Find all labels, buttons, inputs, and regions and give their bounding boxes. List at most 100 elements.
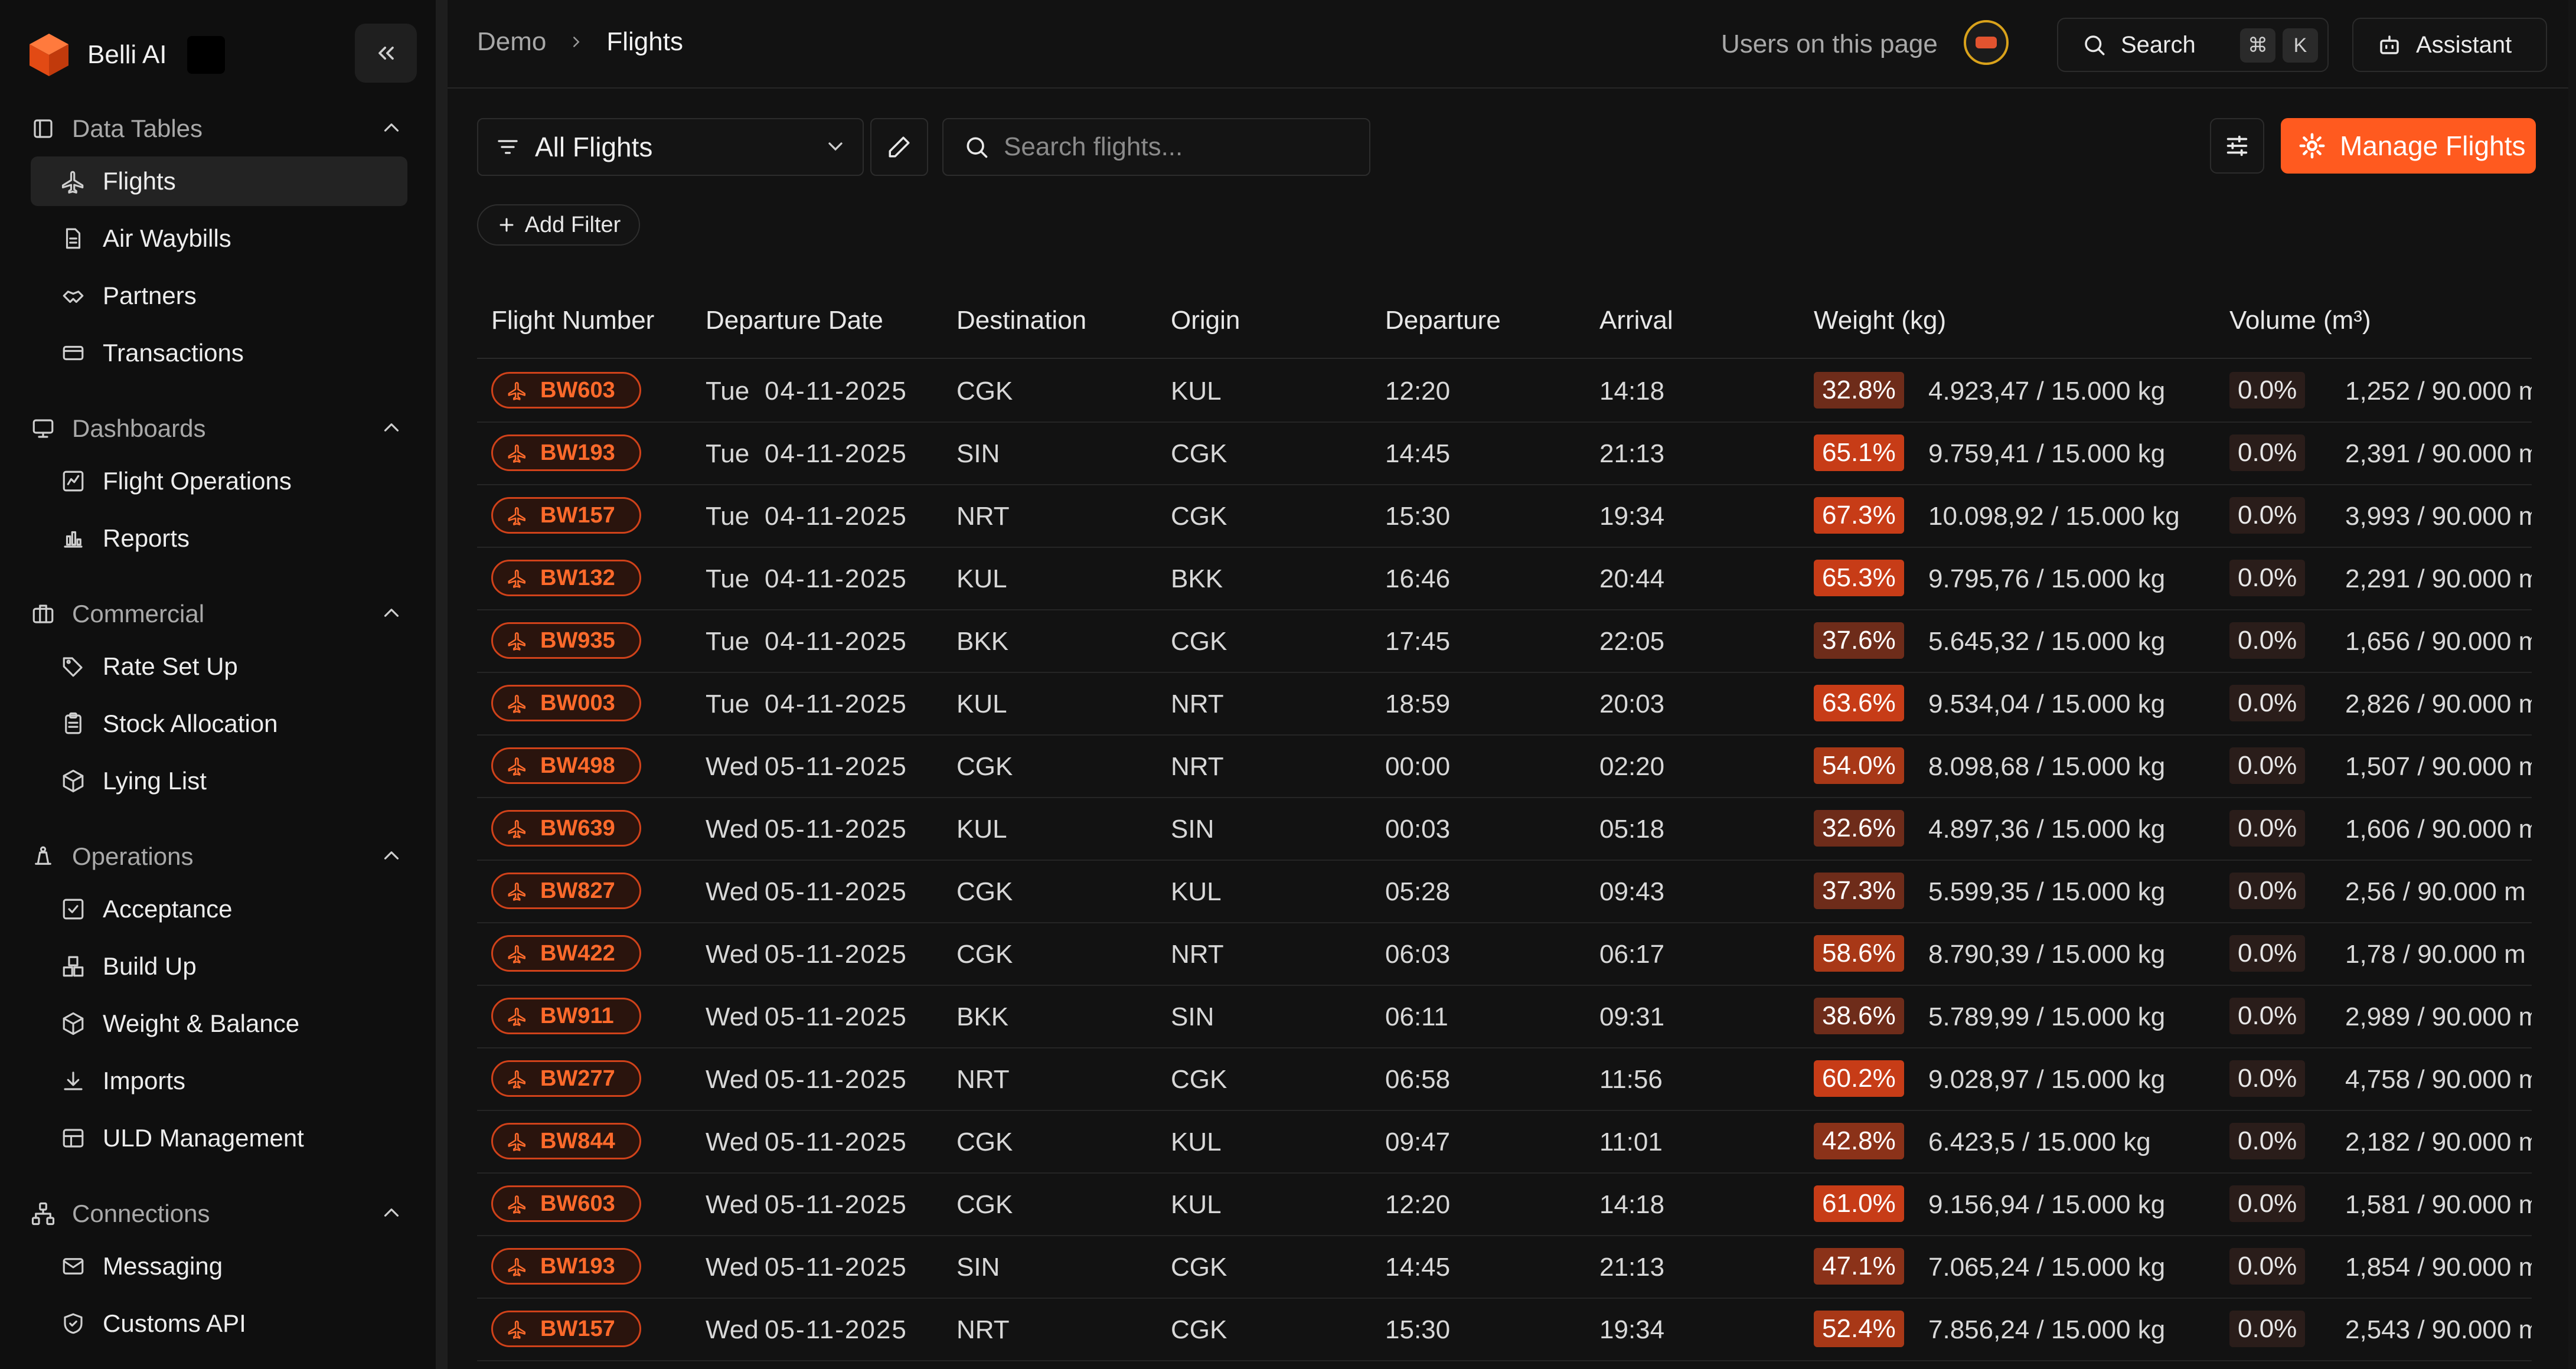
section-title: Dashboards [72, 414, 206, 442]
flight-number-badge[interactable]: BW003 [491, 685, 641, 721]
column-header[interactable]: Weight (kg) [1814, 306, 1947, 335]
destination: CGK [956, 377, 1013, 406]
table-row[interactable]: BW498 Wed 05-11-2025 CGK NRT 00:00 02:20 54.0% 8… [477, 734, 2532, 798]
flights-icon [61, 171, 84, 194]
sidebar-item-label: Lying List [103, 767, 207, 795]
sidebar-item-build-up[interactable]: Build Up [31, 942, 407, 991]
table-row[interactable]: BW132 Tue 04-11-2025 KUL BKK 16:46 20:44 65.3% 9… [477, 547, 2532, 610]
departure-time: 14:45 [1385, 1253, 1451, 1282]
sidebar-scrollbar[interactable] [436, 0, 448, 1369]
column-header[interactable]: Departure [1385, 306, 1501, 335]
flight-number-badge[interactable]: BW422 [491, 935, 641, 972]
flight-number-badge[interactable]: BW603 [491, 1185, 641, 1222]
sidebar-item-weight-and-balance[interactable]: Weight & Balance [31, 999, 407, 1048]
section-operations[interactable]: Operations [28, 836, 406, 877]
table-row[interactable]: BW193 Tue 04-11-2025 SIN CGK 14:45 21:13 65.1% 9… [477, 422, 2532, 485]
departure-date: 04-11-2025 [765, 439, 907, 468]
flight-search-input[interactable] [1003, 132, 1359, 162]
sidebar-item-messaging[interactable]: Messaging [31, 1241, 407, 1291]
sidebar-item-reports[interactable]: Reports [31, 514, 407, 563]
table-row[interactable]: BW603 Wed 05-11-2025 CGK KUL 12:20 14:18 61.0% 9… [477, 1172, 2532, 1236]
flight-number-badge[interactable]: BW844 [491, 1123, 641, 1159]
column-header[interactable]: Departure Date [706, 306, 883, 335]
flight-search-field[interactable] [942, 118, 1370, 176]
table-row[interactable]: BW003 Tue 04-11-2025 KUL NRT 18:59 20:03 63.6% 9… [477, 672, 2532, 736]
column-header[interactable]: Origin [1171, 306, 1240, 335]
sidebar-item-flight-operations[interactable]: Flight Operations [31, 456, 407, 506]
flight-number-badge[interactable]: BW193 [491, 434, 641, 471]
add-filter-button[interactable]: Add Filter [477, 204, 640, 246]
weight-and-balance-nav-icon [59, 1009, 87, 1038]
table-row[interactable]: BW639 Wed 05-11-2025 KUL SIN 00:03 05:18 32.6% 4… [477, 797, 2532, 861]
table-row[interactable]: BW827 Wed 05-11-2025 CGK KUL 05:28 09:43 37.3% 5… [477, 860, 2532, 923]
flight-number-badge[interactable]: BW277 [491, 1060, 641, 1097]
table-row[interactable]: BW844 Wed 05-11-2025 CGK KUL 09:47 11:01 42.8% 6… [477, 1110, 2532, 1174]
table-row[interactable]: BW157 Wed 05-11-2025 NRT CGK 15:30 19:34 52.4% 7… [477, 1298, 2532, 1361]
flight-number-badge[interactable]: BW935 [491, 622, 641, 659]
flight-number-badge[interactable]: BW132 [491, 560, 641, 596]
sidebar-item-uld-management[interactable]: ULD Management [31, 1113, 407, 1163]
column-header[interactable]: Flight Number [491, 306, 655, 335]
departure-time: 06:58 [1385, 1065, 1451, 1094]
volume-value: 2,826 / 90.000 m [2345, 690, 2532, 718]
sidebar-item-stock-allocation[interactable]: Stock Allocation [31, 699, 407, 749]
connections-section-icon [28, 1199, 58, 1228]
brand[interactable]: Belli AI [28, 28, 225, 81]
assistant-button[interactable]: Assistant [2352, 18, 2547, 72]
flight-number-badge[interactable]: BW911 [491, 998, 641, 1034]
origin: KUL [1171, 1190, 1222, 1219]
breadcrumb-demo[interactable]: Demo [477, 27, 547, 56]
arrival-time: 05:18 [1599, 815, 1665, 844]
collapse-sidebar-button[interactable] [355, 24, 417, 83]
sidebar-item-lying-list[interactable]: Lying List [31, 756, 407, 806]
table-row[interactable]: BW422 Wed 05-11-2025 CGK NRT 06:03 06:17 58.6% 8… [477, 922, 2532, 986]
flight-number-badge[interactable]: BW603 [491, 372, 641, 409]
page-scrollbar[interactable] [2568, 0, 2576, 1369]
plane-icon [508, 1258, 526, 1276]
chevron-up-icon [384, 423, 399, 432]
volume-percent-badge: 0.0% [2229, 810, 2306, 847]
sidebar-item-customs-api[interactable]: Customs API [31, 1299, 407, 1348]
flight-number-badge[interactable]: BW157 [491, 497, 641, 534]
section-connections[interactable]: Connections [28, 1193, 406, 1234]
arrival-time: 14:18 [1599, 377, 1665, 406]
sidebar-item-imports[interactable]: Imports [31, 1056, 407, 1106]
sidebar-item-flights[interactable]: Flights [31, 156, 407, 206]
origin: CGK [1171, 1065, 1227, 1094]
table-settings-button[interactable] [2210, 118, 2264, 174]
weight-and-balance-icon [63, 1012, 84, 1035]
sidebar-item-air-waybills[interactable]: Air Waybills [31, 214, 407, 263]
column-header[interactable]: Destination [956, 306, 1087, 335]
volume-value: 2,56 / 90.000 m [2345, 877, 2526, 906]
flight-number-badge[interactable]: BW157 [491, 1311, 641, 1347]
table-row[interactable]: BW603 Tue 04-11-2025 CGK KUL 12:20 14:18 32.8% 4… [477, 359, 2532, 423]
column-header[interactable]: Arrival [1599, 306, 1673, 335]
global-search-button[interactable]: Search ⌘ K [2057, 18, 2329, 72]
section-data-tables[interactable]: Data Tables [28, 108, 406, 149]
flight-number-badge[interactable]: BW498 [491, 747, 641, 784]
flight-number-badge[interactable]: BW639 [491, 810, 641, 847]
table-row[interactable]: BW935 Tue 04-11-2025 BKK CGK 17:45 22:05 37.6% 5… [477, 609, 2532, 673]
sidebar-item-acceptance[interactable]: Acceptance [31, 884, 407, 934]
sidebar-item-partners[interactable]: Partners [31, 271, 407, 321]
sidebar-item-transactions[interactable]: Transactions [31, 328, 407, 378]
edit-view-button[interactable] [870, 118, 928, 176]
view-select[interactable]: All Flights [477, 118, 864, 176]
table-row[interactable]: BW277 Wed 05-11-2025 NRT CGK 06:58 11:56 60.2% 9… [477, 1047, 2532, 1111]
section-dashboards[interactable]: Dashboards [28, 408, 406, 449]
search-icon [2085, 35, 2105, 55]
sidebar-item-rate-set-up[interactable]: Rate Set Up [31, 642, 407, 691]
departure-time: 09:47 [1385, 1128, 1451, 1156]
table-row[interactable]: BW911 Wed 05-11-2025 BKK SIN 06:11 09:31 38.6% 5… [477, 985, 2532, 1048]
table-row[interactable]: BW193 Wed 05-11-2025 SIN CGK 14:45 21:13 47.1% 7… [477, 1235, 2532, 1299]
manage-flights-button[interactable]: Manage Flights [2281, 118, 2536, 174]
flight-number-badge[interactable]: BW827 [491, 873, 641, 909]
section-commercial[interactable]: Commercial [28, 593, 406, 635]
flight-number-badge[interactable]: BW193 [491, 1248, 641, 1285]
customs-api-icon [64, 1313, 83, 1334]
table-row[interactable]: BW157 Tue 04-11-2025 NRT CGK 15:30 19:34 67.3% 1… [477, 484, 2532, 548]
user-avatar[interactable] [1964, 20, 2009, 65]
users-on-page-label: Users on this page [1721, 30, 1938, 58]
volume-value: 2,391 / 90.000 m [2345, 439, 2532, 468]
column-header[interactable]: Volume (m³) [2229, 306, 2371, 335]
